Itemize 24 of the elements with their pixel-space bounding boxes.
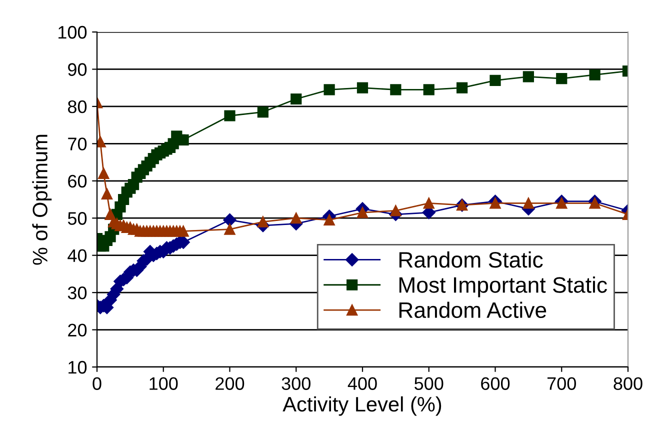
- y-tick-label: 50: [68, 212, 87, 225]
- legend-label: Random Static: [399, 251, 543, 268]
- x-tick-label: 100: [150, 377, 178, 390]
- x-tick-label: 400: [348, 377, 377, 390]
- y-tick-label: 80: [68, 100, 87, 114]
- x-tick-label: 700: [547, 377, 576, 390]
- y-tick-label: 40: [68, 249, 87, 262]
- legend-label: Most Important Static: [399, 276, 607, 298]
- x-tick-label: 800: [614, 377, 642, 390]
- y-tick-label: 20: [68, 324, 87, 336]
- x-tick-label: 300: [282, 377, 310, 390]
- legend-label: Random Active: [399, 302, 546, 318]
- y-tick-label: 10: [68, 360, 87, 374]
- y-tick-label: 30: [68, 286, 87, 300]
- y-tick-label: 100: [58, 26, 87, 39]
- y-axis-title: % of Optimum: [32, 134, 52, 265]
- y-tick-label: 90: [68, 63, 87, 76]
- y-tick-label: 60: [68, 174, 87, 188]
- x-tick-label: 600: [481, 377, 510, 390]
- x-axis-title: Activity Level (%): [282, 396, 442, 416]
- y-tick-label: 70: [68, 138, 87, 150]
- x-tick-label: 0: [92, 377, 102, 390]
- x-tick-label: 200: [216, 377, 244, 390]
- x-tick-label: 500: [414, 377, 444, 390]
